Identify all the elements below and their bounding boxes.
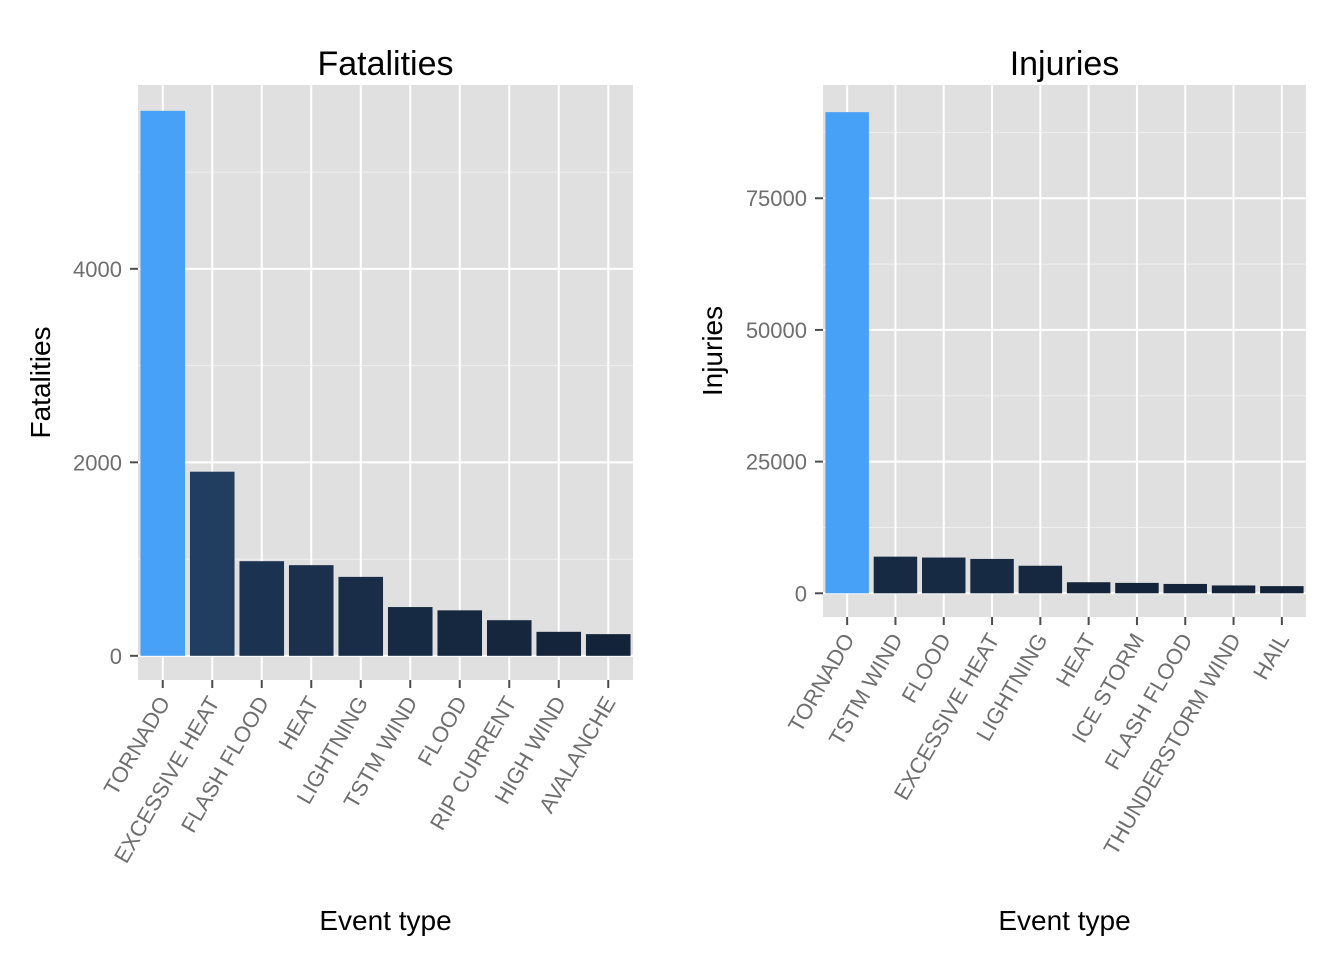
- fatalities-y-tick-label: 4000: [73, 257, 122, 282]
- injuries-y-tick-label: 50000: [746, 318, 807, 343]
- injuries-x-tick-label: HEAT: [1051, 629, 1101, 691]
- fatalities-bar-heat: [288, 565, 334, 656]
- injuries-y-tick-label: 0: [795, 581, 807, 606]
- fatalities-bar-flood: [437, 610, 483, 656]
- fatalities-x-axis-title: Event type: [319, 905, 451, 936]
- fatalities-chart-title: Fatalities: [317, 45, 453, 83]
- injuries-chart: Injuries Injuries Event type 0 25000 50000…: [697, 45, 1306, 936]
- fatalities-bar-flash-flood: [239, 561, 285, 656]
- fatalities-bar-lightning: [338, 576, 384, 656]
- fatalities-x-tick-label: HEAT: [273, 692, 323, 754]
- fatalities-bar-excessive-heat: [189, 471, 235, 656]
- injuries-y-axis-title: Injuries: [697, 306, 728, 396]
- injuries-panel-background: [823, 85, 1306, 617]
- injuries-bar-heat: [1066, 582, 1111, 594]
- fatalities-bar-high-wind: [536, 631, 582, 656]
- injuries-bar-lightning: [1018, 565, 1063, 594]
- fatalities-y-axis-title: Fatalities: [25, 326, 56, 438]
- fatalities-chart: Fatalities Fatalities Event type 0 2000 40…: [25, 45, 633, 936]
- fatalities-y-tick-label: 2000: [73, 450, 122, 475]
- fatalities-bar-avalanche: [585, 634, 631, 656]
- injuries-chart-title: Injuries: [1010, 45, 1120, 83]
- injuries-bar-thunderstorm-wind: [1211, 585, 1256, 594]
- fatalities-y-tick-label: 0: [110, 644, 122, 669]
- injuries-x-axis-title: Event type: [998, 905, 1130, 936]
- injuries-y-tick-label: 25000: [746, 450, 807, 475]
- fatalities-bar-tornado: [140, 110, 186, 656]
- injuries-bar-hail: [1260, 586, 1304, 594]
- injuries-bar-tornado: [825, 112, 869, 594]
- injuries-bar-flash-flood: [1163, 583, 1207, 594]
- injuries-x-tick-label: HAIL: [1248, 629, 1294, 684]
- injuries-y-tick-label: 75000: [746, 186, 807, 211]
- injuries-bar-flood: [922, 557, 966, 594]
- injuries-bar-tstm-wind: [873, 556, 918, 594]
- fatalities-bar-tstm-wind: [387, 607, 433, 656]
- fatalities-bar-rip-current: [486, 620, 532, 656]
- injuries-bar-excessive-heat: [970, 558, 1014, 594]
- injuries-bar-ice-storm: [1115, 582, 1159, 594]
